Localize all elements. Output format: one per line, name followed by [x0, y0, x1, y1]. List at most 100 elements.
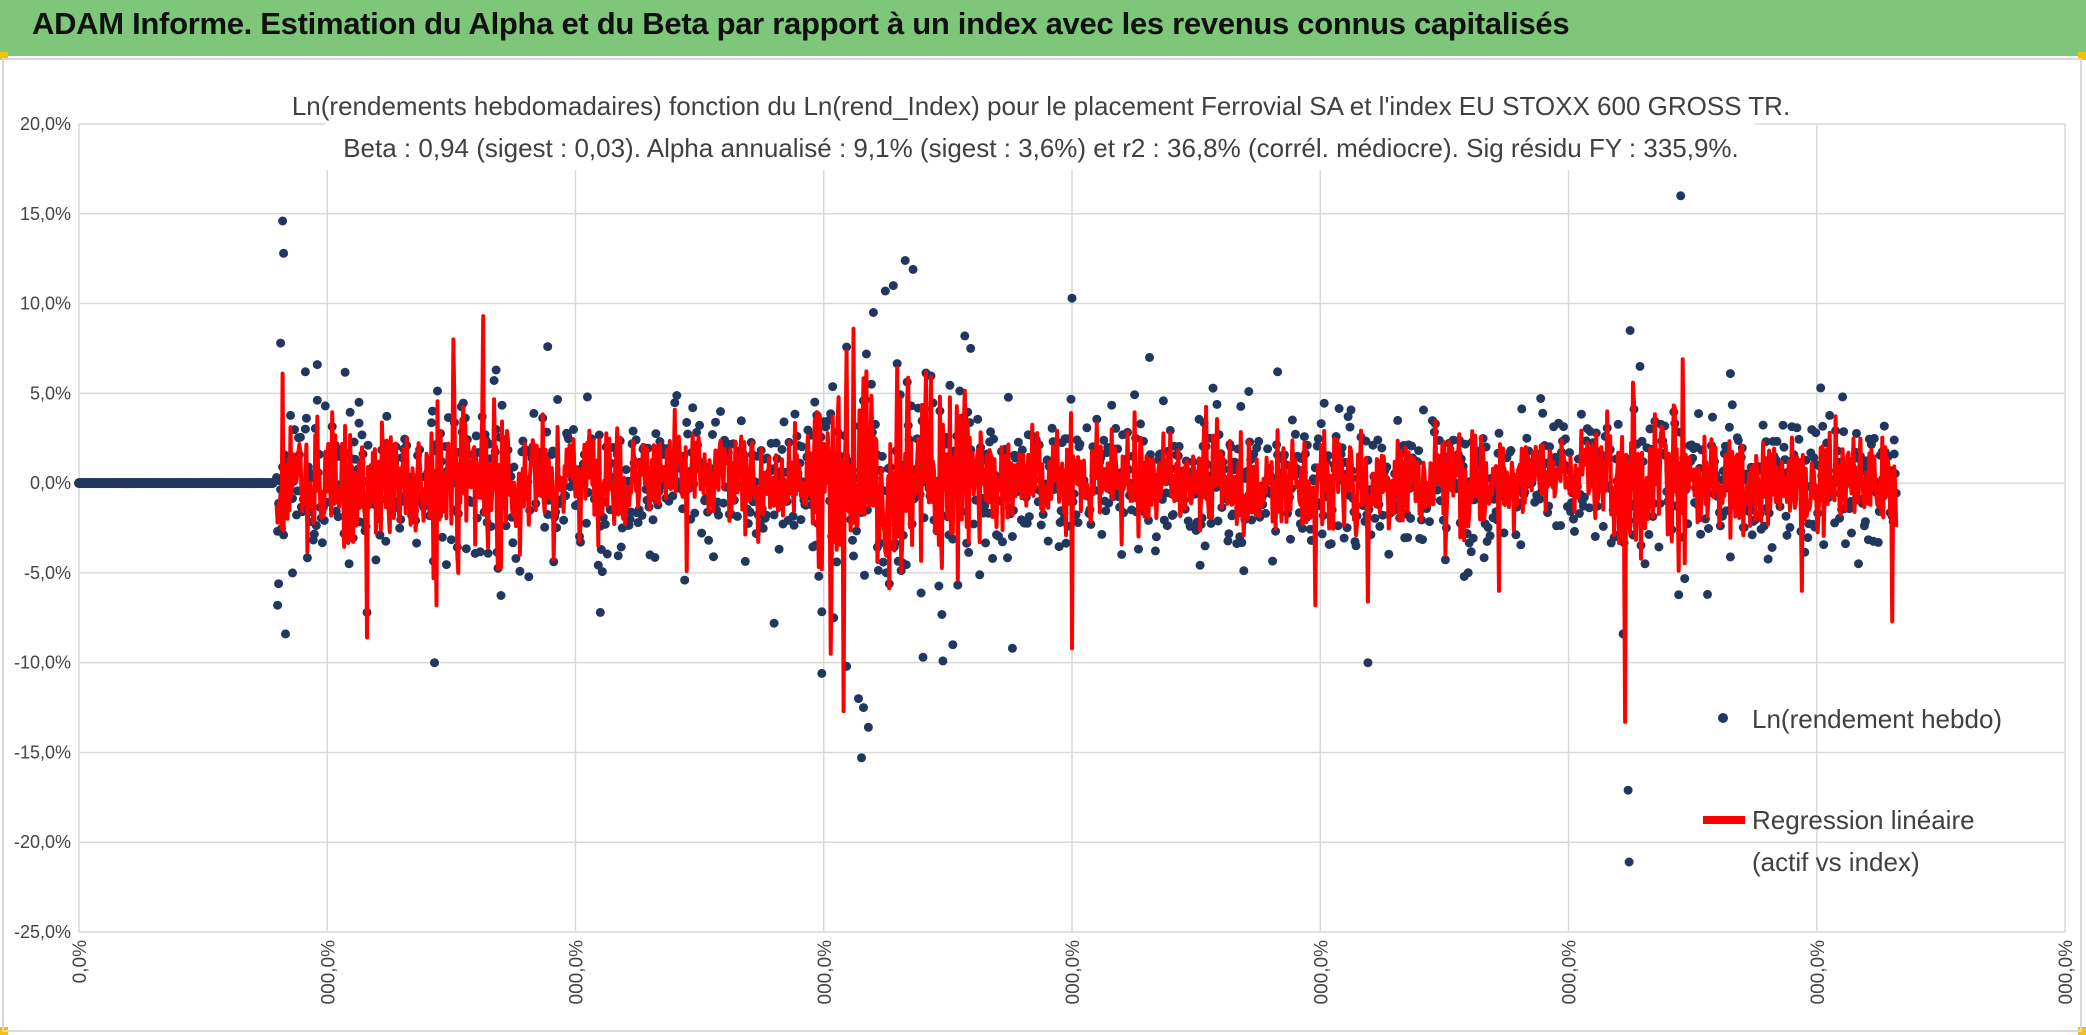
scatter-point: [937, 610, 947, 619]
scatter-point: [381, 536, 391, 546]
scatter-point: [1244, 387, 1254, 396]
scatter-point: [1150, 546, 1160, 556]
scatter-point: [1703, 589, 1712, 599]
report-header: ADAM Informe. Estimation du Alpha et du …: [0, 0, 2086, 56]
y-tick-label: -15,0%: [14, 742, 71, 762]
corner-marker: [2078, 52, 2086, 60]
scatter-point: [1066, 394, 1076, 404]
scatter-point: [1017, 445, 1027, 455]
scatter-point: [1101, 506, 1111, 516]
scatter-point: [511, 554, 521, 563]
scatter-point: [1047, 423, 1057, 433]
scatter-point: [651, 429, 661, 439]
scatter-point: [446, 535, 456, 545]
scatter-point: [597, 567, 607, 577]
scatter-point: [1136, 419, 1145, 429]
x-tick-label: 000,0%: [1311, 940, 1332, 1005]
scatter-point: [1092, 414, 1102, 424]
scatter-point: [1273, 367, 1283, 377]
scatter-point: [616, 542, 626, 552]
scatter-point: [711, 417, 720, 427]
scatter-point: [543, 342, 553, 352]
regression-series: [274, 314, 1899, 724]
scatter-point: [1635, 361, 1645, 371]
scatter-point: [1200, 541, 1210, 551]
scatter-point: [1869, 433, 1879, 443]
scatter-point: [650, 553, 660, 562]
scatter-point: [797, 442, 807, 452]
scatter-point: [317, 538, 327, 548]
scatter-point: [966, 343, 976, 353]
scatter-point: [817, 607, 827, 617]
scatter-point: [1414, 446, 1424, 456]
y-tick-label: -10,0%: [14, 653, 71, 673]
scatter-point: [1517, 404, 1527, 414]
scatter-point: [1313, 434, 1323, 444]
scatter-point: [861, 349, 871, 359]
scatter-point: [281, 629, 290, 639]
scatter-point: [1584, 503, 1594, 513]
scatter-point: [1522, 433, 1532, 443]
scatter-point: [1463, 568, 1473, 578]
scatter-point: [1782, 530, 1792, 540]
scatter-point: [945, 380, 955, 390]
corner-marker: [2078, 1027, 2086, 1035]
scatter-point: [1624, 857, 1634, 867]
scatter-point: [1239, 566, 1249, 576]
scatter-point: [1384, 549, 1394, 559]
scatter-point: [1268, 556, 1278, 566]
scatter-point: [1345, 422, 1355, 432]
scatter-point: [1254, 436, 1264, 446]
scatter-point: [1024, 512, 1034, 522]
scatter-point: [354, 397, 364, 407]
legend-scatter-marker: [1718, 713, 1728, 723]
scatter-point: [524, 572, 534, 582]
scatter-point: [1297, 523, 1307, 533]
scatter-point: [569, 425, 578, 434]
x-tick-label: 0,0%: [70, 940, 91, 983]
scatter-point: [1570, 526, 1579, 536]
scatter-point: [779, 417, 789, 427]
scatter-point: [1370, 513, 1380, 523]
scatter-point: [274, 579, 284, 589]
scatter-point: [1286, 534, 1295, 544]
scatter-point: [1073, 518, 1083, 528]
scatter-point: [1061, 538, 1071, 548]
scatter-point: [1130, 390, 1140, 400]
scatter-point: [1425, 517, 1434, 527]
chart-subtitle: Beta : 0,94 (sigest : 0,03). Alpha annua…: [343, 133, 1739, 163]
scatter-point: [1375, 521, 1385, 531]
scatter-point: [1393, 415, 1403, 425]
scatter-point: [430, 658, 439, 668]
scatter-point: [916, 588, 926, 598]
scatter-point: [1725, 369, 1735, 379]
scatter-point: [852, 526, 861, 536]
scatter-point: [714, 510, 723, 520]
scatter-point: [1418, 535, 1427, 545]
scatter-point: [443, 413, 453, 423]
scatter-point: [412, 538, 422, 548]
y-tick-label: 10,0%: [20, 294, 71, 314]
regression-line: [274, 314, 1899, 724]
scatter-point: [1479, 553, 1489, 563]
scatter-point: [1043, 536, 1053, 546]
scatter-point: [458, 398, 468, 408]
scatter-point: [1772, 436, 1782, 446]
scatter-point: [857, 753, 866, 763]
scatter-point: [1299, 432, 1309, 442]
scatter-point: [848, 535, 857, 545]
scatter-point: [900, 256, 910, 265]
scatter-point: [340, 367, 350, 377]
scatter-point: [441, 560, 451, 570]
scatter-point: [1038, 509, 1048, 519]
scatter-point: [716, 407, 725, 416]
scatter-point: [863, 722, 873, 732]
scatter-point: [948, 534, 958, 544]
scatter-point: [1556, 521, 1566, 530]
scatter-point: [437, 532, 447, 542]
scatter-point: [790, 409, 800, 419]
y-tick-label: -20,0%: [14, 832, 71, 852]
scatter-point: [1208, 383, 1218, 393]
scatter-point: [1162, 521, 1172, 531]
